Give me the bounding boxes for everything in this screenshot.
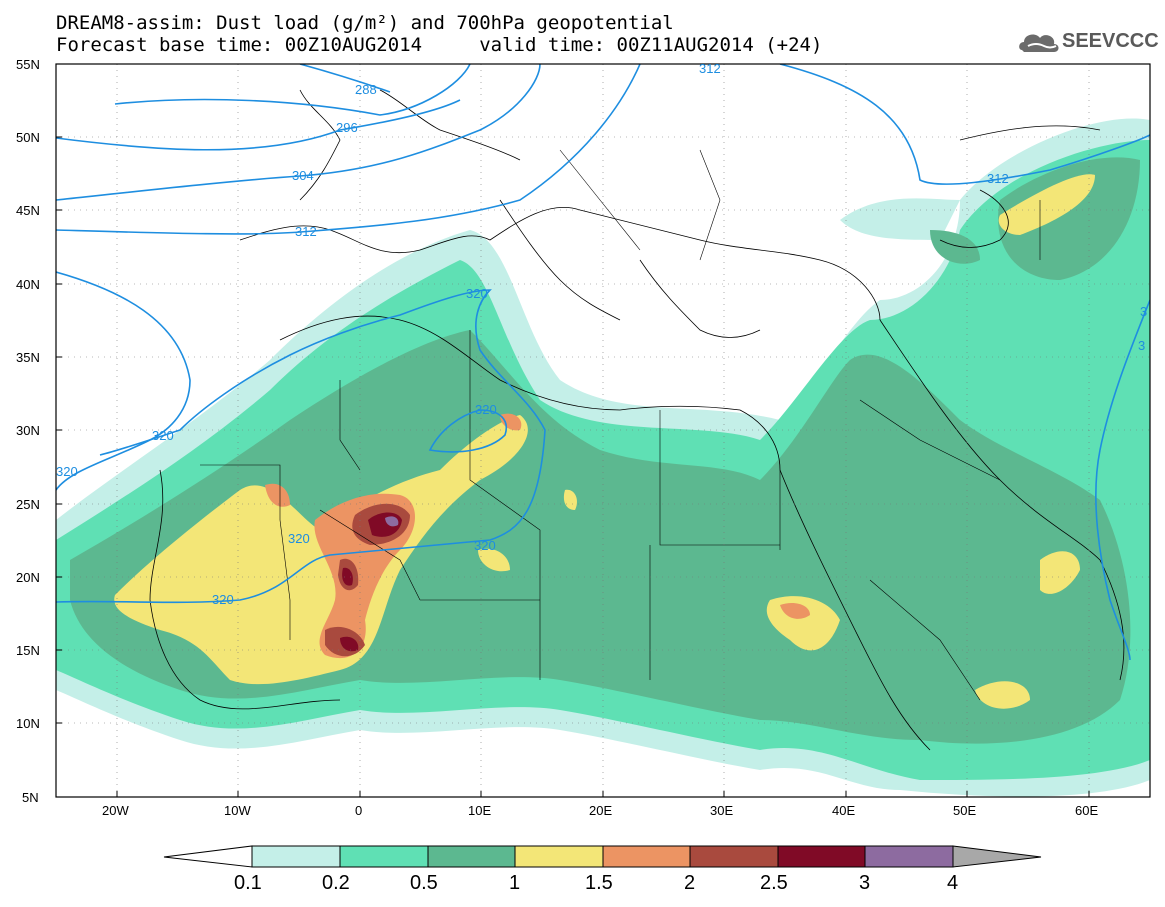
colorbar-tick: 3 [859,872,871,894]
lat-label: 50N [16,130,40,145]
lon-label: 50E [953,803,977,818]
lat-label: 35N [16,350,40,365]
lon-label: 20E [589,803,613,818]
logo-text: SEEVCCC [1062,30,1159,52]
contour-label: 320 [466,286,488,301]
contour-label: 320 [56,464,78,479]
contour-label: 312 [699,61,721,76]
contour-label: 320 [475,402,497,417]
contour-label: 288 [355,82,377,97]
cloud-logo-icon [1019,34,1059,52]
colorbar-tick: 0.2 [322,872,350,894]
lat-label: 15N [16,643,40,658]
colorbar-tick: 2 [684,872,696,894]
chart-title: DREAM8-assim: Dust load (g/m²) and 700hP… [56,12,674,34]
lat-label: 25N [16,497,40,512]
lon-label: 10W [224,803,251,818]
geopotential-contours [56,64,1150,661]
dust-layer-3 [385,516,399,527]
colorbar-tick: 0.1 [234,872,262,894]
lat-label: 20N [16,570,40,585]
lat-label: 30N [16,423,40,438]
lat-label: 10N [16,716,40,731]
contour-label: 320 [152,428,174,443]
contour-labels: 288 296 304 312 320 312 320 320 320 320 … [56,61,1147,607]
colorbar-tick: 1 [509,872,521,894]
contour-label: 312 [295,224,317,239]
contour-label: 320 [474,538,496,553]
graticule [56,64,1150,797]
axis-ticks [56,136,1090,797]
contour-label: 320 [212,592,234,607]
lat-label: 45N [16,203,40,218]
lon-label: 30E [710,803,734,818]
lon-label: 40E [832,803,856,818]
colorbar-tick: 0.5 [410,872,438,894]
lon-label: 20W [102,803,129,818]
colorbar-tick: 1.5 [585,872,613,894]
lat-label: 55N [16,57,40,72]
contour-label: 296 [336,120,358,135]
contour-label: 304 [292,168,314,183]
coastlines [149,89,1125,751]
forecast-time-line: Forecast base time: 00Z10AUG2014 valid t… [56,34,823,56]
lat-label: 5N [22,790,39,805]
lon-label: 0 [355,803,363,818]
lat-label: 40N [16,277,40,292]
colorbar-tick: 4 [947,872,959,894]
contour-label: 3 [1138,338,1145,353]
contour-label: 320 [288,531,310,546]
lon-label: 10E [468,803,492,818]
colorbar-tick: 2.5 [760,872,788,894]
lon-label: 60E [1075,803,1099,818]
country-borders [200,149,1041,701]
contour-label: 3 [1140,304,1147,319]
contour-label: 312 [987,171,1009,186]
